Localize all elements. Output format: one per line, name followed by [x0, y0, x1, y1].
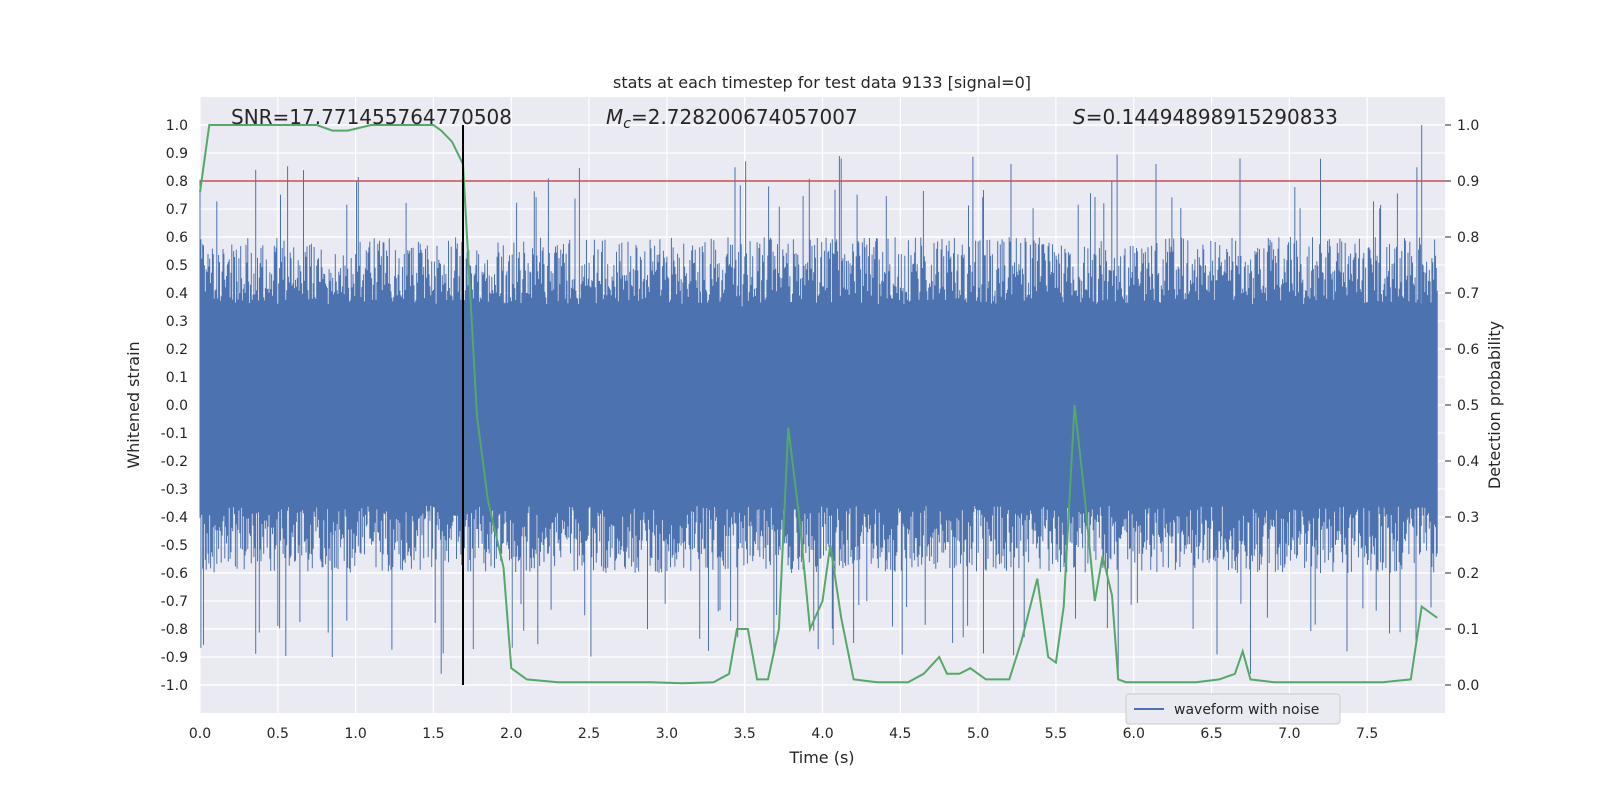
- x-tick-label: 0.5: [267, 726, 289, 742]
- probability-line: [199, 124, 1438, 685]
- y-tick-label: 0.0: [166, 398, 188, 414]
- legend: waveform with noise: [1125, 693, 1341, 725]
- y-tick-label: -0.8: [161, 622, 188, 638]
- probability-series: [199, 124, 1438, 685]
- y-tick-label: 0.4: [166, 286, 188, 302]
- x-tick-label: 4.5: [889, 726, 911, 742]
- y-tick-label: 0.3: [166, 314, 188, 330]
- x-axis: 0.0 0.5 1.0 1.5 2.0 2.5 3.0 3.5 4.0 4.5 5.0 5.5 6.0 6…: [189, 726, 1378, 742]
- mc-subscript: c: [623, 116, 631, 132]
- y-tick-label: -0.1: [161, 426, 188, 442]
- x-tick-label: 7.5: [1356, 726, 1378, 742]
- y-tick-label: 0.5: [166, 258, 188, 274]
- y-tick-label: -0.3: [161, 482, 188, 498]
- legend-label: waveform with noise: [1174, 702, 1319, 718]
- y-tick-label: 0.9: [166, 146, 188, 162]
- y2-axis-label: Detection probability: [1485, 321, 1504, 489]
- x-tick-label: 2.5: [578, 726, 600, 742]
- y2-tick-label: 0.9: [1457, 174, 1479, 190]
- x-tick-label: 3.0: [656, 726, 678, 742]
- y2-tick-label: 0.3: [1457, 510, 1479, 526]
- x-tick-label: 2.0: [500, 726, 522, 742]
- mc-annotation: Mc=2.728200674057007: [606, 105, 858, 132]
- x-tick-label: 7.0: [1278, 726, 1300, 742]
- y-tick-label: 0.1: [166, 370, 188, 386]
- y2-tick-label: 0.4: [1457, 454, 1479, 470]
- x-tick-label: 5.0: [967, 726, 989, 742]
- y-tick-label: -0.6: [161, 566, 188, 582]
- waveform-series: [199, 125, 1438, 674]
- x-tick-label: 3.5: [734, 726, 756, 742]
- y-axis-left: 1.0 0.9 0.8 0.7 0.6 0.5 0.4 0.3 0.2 0.1 0.0 -0.1 -0.…: [161, 118, 188, 694]
- x-tick-label: 0.0: [189, 726, 211, 742]
- x-axis-label: Time (s): [788, 748, 854, 767]
- snr-annotation: SNR=17.771455764770508: [231, 105, 512, 129]
- y-tick-label: -0.5: [161, 538, 188, 554]
- mc-symbol: M: [606, 105, 623, 129]
- y-tick-label: 1.0: [166, 118, 188, 134]
- x-tick-label: 1.5: [422, 726, 444, 742]
- y-tick-label: -0.9: [161, 650, 188, 666]
- mc-value: =2.728200674057007: [631, 105, 858, 129]
- y2-tick-label: 0.7: [1457, 286, 1479, 302]
- y-tick-label: 0.7: [166, 202, 188, 218]
- y-tick-label: 0.6: [166, 230, 188, 246]
- y2-tick-label: 1.0: [1457, 118, 1479, 134]
- y-tick-label: -0.4: [161, 510, 188, 526]
- y-axis-label: Whitened strain: [124, 341, 143, 468]
- y2-tick-label: 0.2: [1457, 566, 1479, 582]
- x-tick-label: 6.5: [1200, 726, 1222, 742]
- y2-tick-label: 0.0: [1457, 678, 1479, 694]
- s-value: =0.14494898915290833: [1086, 105, 1338, 129]
- legend-box: [1125, 693, 1341, 725]
- y-axis-right: 1.0 0.9 0.8 0.7 0.6 0.5 0.4 0.3 0.2 0.1 0.0: [1445, 118, 1479, 694]
- x-tick-label: 4.0: [811, 726, 833, 742]
- s-annotation: S=0.14494898915290833: [1073, 105, 1338, 129]
- y2-tick-label: 0.5: [1457, 398, 1479, 414]
- y-tick-label: -0.2: [161, 454, 188, 470]
- y2-tick-label: 0.8: [1457, 230, 1479, 246]
- x-tick-label: 5.5: [1045, 726, 1067, 742]
- y2-tick-label: 0.1: [1457, 622, 1479, 638]
- chart-title: stats at each timestep for test data 913…: [613, 73, 1031, 92]
- s-symbol: S: [1073, 105, 1086, 129]
- y-tick-label: 0.8: [166, 174, 188, 190]
- x-tick-label: 6.0: [1123, 726, 1145, 742]
- y-tick-label: 0.2: [166, 342, 188, 358]
- y2-tick-label: 0.6: [1457, 342, 1479, 358]
- y-tick-label: -1.0: [161, 678, 188, 694]
- x-tick-label: 1.0: [344, 726, 366, 742]
- y-tick-label: -0.7: [161, 594, 188, 610]
